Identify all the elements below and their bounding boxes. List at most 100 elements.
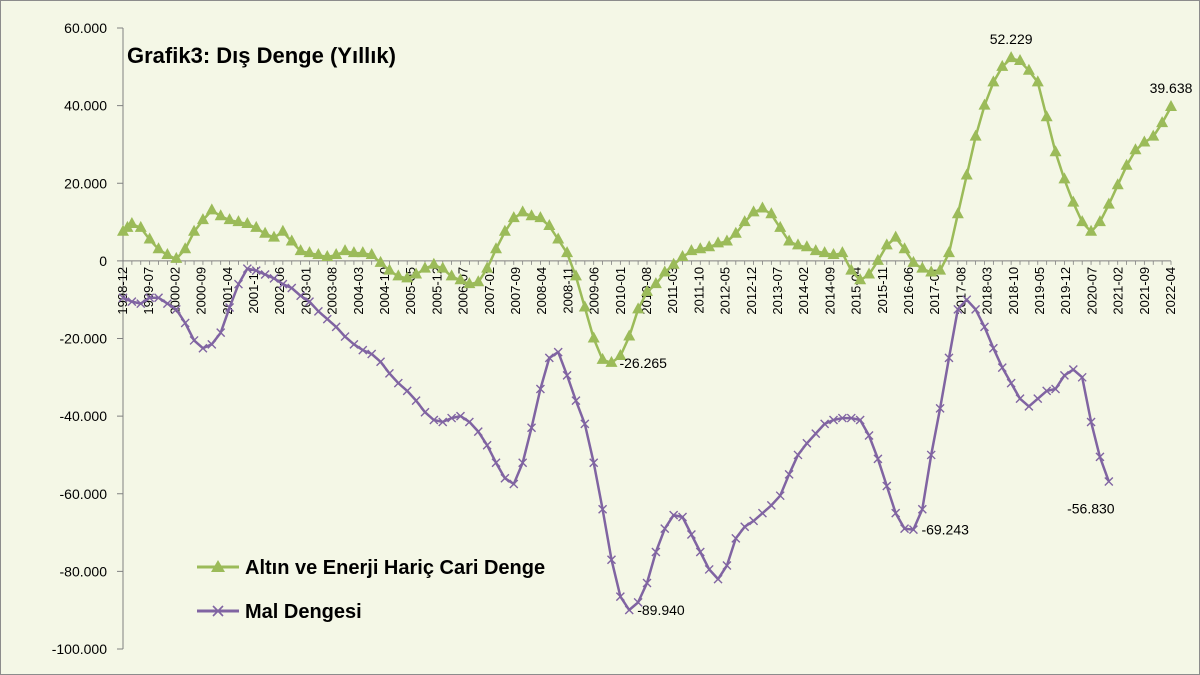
- marker-triangle: [214, 209, 227, 221]
- x-tick-label: 2004-10: [377, 267, 392, 315]
- marker-x: [935, 403, 945, 413]
- x-tick-label: 2021-02: [1111, 267, 1126, 315]
- y-tick-label: -80.000: [60, 563, 108, 579]
- marker-x: [491, 458, 501, 468]
- marker-x: [660, 524, 670, 534]
- marker-triangle: [925, 265, 938, 277]
- marker-x: [926, 450, 936, 460]
- marker-x: [704, 564, 714, 574]
- marker-x: [829, 415, 839, 425]
- marker-triangle: [729, 226, 742, 238]
- marker-triangle: [1049, 145, 1062, 157]
- marker-triangle: [827, 248, 840, 260]
- marker-triangle: [614, 348, 627, 360]
- marker-x: [971, 304, 981, 314]
- marker-triangle: [649, 277, 662, 289]
- marker-x: [162, 299, 172, 309]
- x-tick-label: 2017-01: [927, 267, 942, 315]
- marker-triangle: [623, 329, 636, 341]
- marker-x: [544, 353, 554, 363]
- x-tick-label: 2005-12: [429, 267, 444, 315]
- marker-x: [1015, 394, 1025, 404]
- marker-triangle: [179, 242, 192, 254]
- marker-triangle: [774, 220, 787, 232]
- marker-triangle: [765, 207, 778, 219]
- marker-x: [251, 266, 261, 276]
- marker-x: [171, 304, 181, 314]
- marker-x: [962, 295, 972, 305]
- legend-label-mal-dengesi: Mal Dengesi: [245, 601, 362, 623]
- y-tick-label: -60.000: [60, 486, 108, 502]
- y-tick-label: -20.000: [60, 331, 108, 347]
- marker-x: [855, 415, 865, 425]
- marker-x: [891, 508, 901, 518]
- marker-triangle: [276, 224, 289, 236]
- x-tick-label: 2014-09: [822, 267, 837, 315]
- marker-x: [358, 345, 368, 355]
- marker-x: [260, 269, 270, 279]
- x-tick-label: 2019-05: [1032, 267, 1047, 315]
- marker-triangle: [1147, 129, 1160, 141]
- x-tick-label: 2016-06: [901, 267, 916, 315]
- legend-marker-x-icon: [212, 605, 224, 617]
- marker-x: [1086, 417, 1096, 427]
- marker-x: [420, 407, 430, 417]
- data-labels-layer: 52.229 39.638 -26.265 -89.940 -69.243 -56.830: [619, 31, 1192, 618]
- marker-x: [376, 357, 386, 367]
- marker-triangle: [1102, 197, 1115, 209]
- marker-triangle: [1058, 172, 1071, 184]
- marker-triangle: [241, 217, 254, 229]
- marker-triangle: [170, 251, 183, 263]
- x-tick-label: 2003-08: [325, 267, 340, 315]
- marker-x: [305, 297, 315, 307]
- marker-x: [864, 431, 874, 441]
- marker-triangle: [472, 275, 485, 287]
- marker-x: [802, 438, 812, 448]
- series-layer: [117, 51, 1177, 615]
- marker-x: [216, 328, 226, 338]
- marker-triangle: [516, 205, 529, 217]
- marker-triangle: [401, 271, 414, 283]
- marker-x: [793, 450, 803, 460]
- x-tick-label: 2020-07: [1084, 267, 1099, 315]
- marker-x: [269, 273, 279, 283]
- marker-triangle: [907, 255, 920, 267]
- marker-triangle: [303, 246, 316, 258]
- marker-x: [642, 578, 652, 588]
- marker-x: [678, 512, 688, 522]
- x-tick-label: 2018-10: [1006, 267, 1021, 315]
- marker-triangle: [285, 234, 298, 246]
- marker-x: [598, 504, 608, 514]
- marker-x: [180, 318, 190, 328]
- marker-x: [340, 332, 350, 342]
- x-tick-label: 2011-03: [665, 267, 680, 314]
- marker-triangle: [1076, 215, 1089, 227]
- marker-triangle: [1005, 51, 1018, 63]
- marker-x: [518, 458, 528, 468]
- marker-x: [429, 415, 439, 425]
- y-tick-label: -100.000: [52, 641, 107, 657]
- x-tick-label: 2010-01: [613, 267, 628, 315]
- marker-x: [473, 427, 483, 437]
- marker-triangle: [188, 224, 201, 236]
- marker-triangle: [507, 211, 520, 223]
- marker-triangle: [392, 269, 405, 281]
- marker-x: [917, 504, 927, 514]
- marker-x: [509, 479, 519, 489]
- x-tick-label: 2011-10: [691, 267, 706, 314]
- x-tick-label: 2012-12: [744, 267, 759, 315]
- marker-triangle: [676, 249, 689, 261]
- marker-triangle: [1138, 135, 1151, 147]
- marker-x: [731, 533, 741, 543]
- marker-x: [766, 500, 776, 510]
- marker-x: [1077, 372, 1087, 382]
- marker-x: [1033, 394, 1043, 404]
- marker-triangle: [632, 302, 645, 314]
- marker-x: [464, 417, 474, 427]
- marker-triangle: [374, 255, 387, 267]
- marker-triangle: [658, 265, 671, 277]
- marker-triangle: [534, 211, 547, 223]
- marker-triangle: [143, 232, 156, 244]
- marker-triangle: [1120, 158, 1133, 170]
- marker-x: [580, 419, 590, 429]
